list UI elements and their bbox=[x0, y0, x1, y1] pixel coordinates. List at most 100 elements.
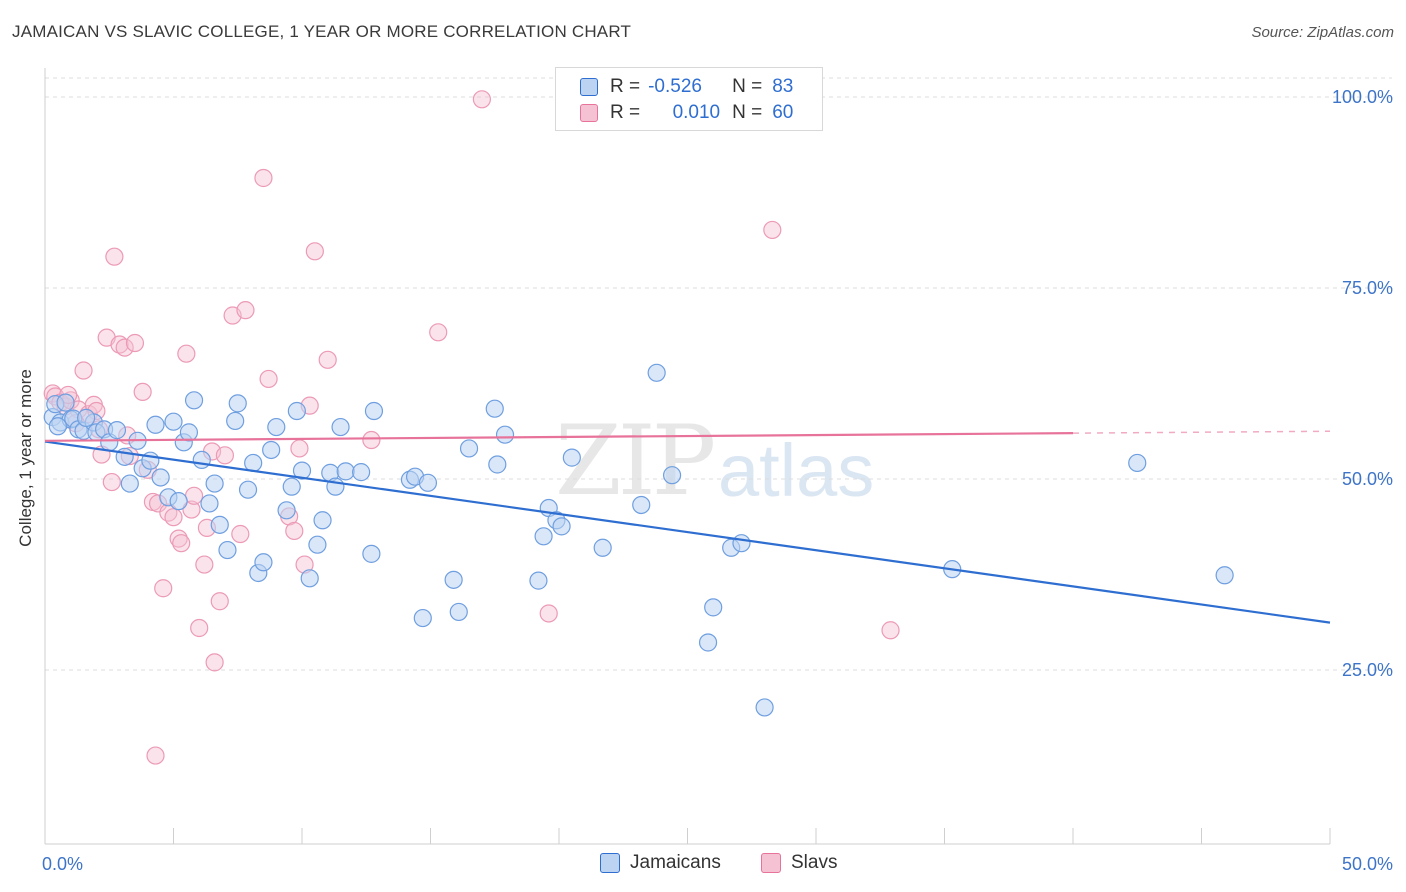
slav-point bbox=[102, 472, 121, 492]
jamaican-point bbox=[313, 511, 332, 530]
legend-r-label: R = bbox=[610, 102, 641, 123]
slav-point bbox=[133, 382, 152, 402]
jamaican-point bbox=[146, 415, 165, 434]
slav-point bbox=[539, 604, 558, 623]
jamaican-point bbox=[151, 468, 170, 487]
jamaican-point bbox=[562, 448, 581, 467]
legend-n-value: 60 bbox=[772, 102, 794, 123]
axes bbox=[44, 68, 1331, 845]
jamaican-point bbox=[534, 527, 553, 546]
legend-r-label: R = bbox=[610, 76, 641, 97]
jamaican-point bbox=[77, 408, 96, 427]
grid-lines bbox=[45, 77, 1392, 671]
slav-point bbox=[881, 621, 900, 640]
jamaican-point bbox=[48, 417, 67, 436]
jamaican-point bbox=[495, 425, 515, 444]
jamaican-point bbox=[169, 492, 188, 511]
slav-point bbox=[177, 344, 196, 363]
jamaican-point bbox=[485, 399, 504, 418]
jamaican-point bbox=[552, 517, 571, 536]
slav-point bbox=[231, 524, 250, 544]
legend-r-value: 0.010 bbox=[672, 102, 721, 123]
slav-point bbox=[190, 618, 209, 638]
x-tick-label: 50.0% bbox=[1342, 854, 1393, 874]
slavs-legend-swatch bbox=[761, 853, 781, 873]
slav-point bbox=[472, 90, 491, 109]
jamaican-point bbox=[238, 480, 258, 499]
slav-point bbox=[205, 653, 224, 672]
slavs-trend-line bbox=[44, 432, 1074, 442]
jamaican-point bbox=[413, 608, 432, 628]
jamaican-point bbox=[732, 534, 751, 553]
legend-item-jamaicans: Jamaicans bbox=[600, 852, 721, 874]
jamaicans-trend-line bbox=[44, 440, 1331, 624]
jamaican-point bbox=[277, 501, 296, 520]
slavs-trend-extension bbox=[1072, 430, 1331, 434]
y-tick-label: 25.0% bbox=[1342, 660, 1393, 680]
jamaican-point bbox=[120, 474, 139, 493]
jamaicans-swatch bbox=[580, 78, 598, 96]
slav-point bbox=[105, 247, 124, 266]
jamaican-point bbox=[1215, 566, 1234, 585]
legend-n-value: 83 bbox=[772, 76, 794, 97]
x-tick-label: 0.0% bbox=[42, 854, 83, 874]
jamaicans-points bbox=[43, 363, 1234, 717]
y-tick-label: 75.0% bbox=[1342, 278, 1393, 298]
jamaican-point bbox=[331, 417, 350, 437]
slav-point bbox=[429, 323, 448, 342]
jamaican-point bbox=[488, 455, 507, 474]
slav-point bbox=[305, 242, 324, 261]
jamaican-point bbox=[300, 569, 319, 588]
jamaican-point bbox=[1128, 453, 1147, 473]
watermark-atlas: atlas bbox=[718, 429, 875, 512]
slav-point bbox=[182, 500, 201, 519]
jamaican-point bbox=[632, 495, 651, 515]
slav-point bbox=[290, 439, 309, 458]
slav-point bbox=[285, 521, 304, 541]
slav-point bbox=[236, 301, 255, 320]
legend-label-jamaicans: Jamaicans bbox=[630, 852, 721, 873]
jamaicans-legend-swatch bbox=[600, 853, 620, 873]
slav-point bbox=[154, 579, 173, 598]
jamaican-point bbox=[267, 417, 286, 437]
jamaican-point bbox=[336, 462, 355, 481]
slav-point bbox=[215, 446, 234, 465]
slavs-swatch bbox=[580, 104, 598, 122]
jamaican-point bbox=[56, 393, 75, 412]
slav-point bbox=[254, 168, 273, 188]
jamaican-point bbox=[308, 535, 327, 554]
jamaican-point bbox=[179, 423, 199, 442]
jamaican-point bbox=[449, 602, 468, 622]
slav-point bbox=[763, 220, 782, 240]
jamaican-point bbox=[698, 633, 718, 652]
jamaican-point bbox=[282, 477, 301, 496]
slav-point bbox=[362, 430, 381, 450]
jamaican-point bbox=[205, 474, 224, 493]
trend-lines bbox=[44, 430, 1331, 624]
y-tick-label: 50.0% bbox=[1342, 469, 1393, 489]
jamaican-point bbox=[362, 544, 381, 563]
slav-point bbox=[125, 333, 145, 353]
jamaican-point bbox=[164, 412, 183, 431]
legend-n-label: N = bbox=[732, 76, 763, 97]
jamaican-point bbox=[244, 453, 263, 473]
legend-item-slavs: Slavs bbox=[761, 852, 837, 874]
jamaican-point bbox=[218, 540, 237, 560]
slav-point bbox=[210, 592, 229, 611]
slav-point bbox=[195, 555, 214, 574]
jamaican-point bbox=[287, 401, 306, 421]
y-tick-label: 100.0% bbox=[1332, 87, 1393, 107]
legend-row-jamaicans: R = -0.526 N = 83 bbox=[580, 75, 793, 99]
correlation-legend: R = -0.526 N = 83 R = 0.010 N = 60 bbox=[555, 67, 823, 131]
jamaican-point bbox=[107, 421, 127, 440]
slav-point bbox=[184, 486, 204, 505]
jamaican-point bbox=[647, 363, 666, 382]
tick-labels: 25.0% 50.0% 75.0% 100.0% 0.0% 50.0% bbox=[42, 87, 1393, 874]
jamaican-point bbox=[704, 598, 723, 617]
jamaican-point bbox=[210, 515, 229, 534]
jamaican-point bbox=[459, 439, 479, 458]
jamaican-point bbox=[200, 494, 219, 513]
jamaican-point bbox=[262, 440, 281, 460]
jamaican-point bbox=[192, 450, 211, 469]
